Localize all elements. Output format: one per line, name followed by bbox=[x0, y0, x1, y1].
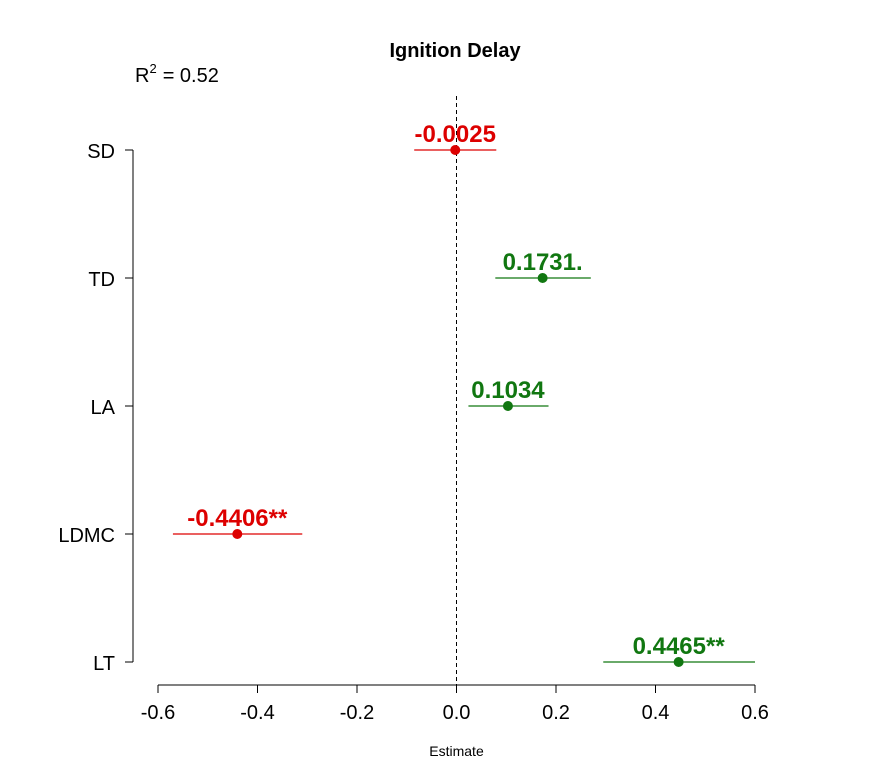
estimate-label: -0.0025 bbox=[415, 121, 496, 148]
estimate-label: 0.1731. bbox=[503, 249, 583, 276]
r-squared-symbol: R bbox=[135, 65, 149, 87]
estimate-label: 0.1034 bbox=[471, 377, 545, 404]
x-tick-label: -0.6 bbox=[141, 702, 175, 724]
estimate-point bbox=[450, 145, 461, 155]
x-tick-label: 0.2 bbox=[542, 702, 570, 724]
chart-title: Ignition Delay bbox=[389, 40, 521, 62]
y-tick-label: SD bbox=[87, 141, 115, 163]
y-tick-label: LT bbox=[93, 653, 115, 675]
r-squared-annotation: R2 = 0.52 bbox=[135, 61, 219, 87]
y-tick-label: LA bbox=[91, 397, 116, 419]
x-axis-label: Estimate bbox=[429, 743, 484, 759]
x-tick-label: 0.4 bbox=[642, 702, 670, 724]
r-squared-value: = 0.52 bbox=[163, 65, 219, 87]
estimate-point bbox=[537, 273, 548, 283]
estimate-point bbox=[673, 657, 684, 667]
estimate-point bbox=[232, 529, 243, 539]
y-tick-label: TD bbox=[88, 269, 115, 291]
x-tick-label: 0.6 bbox=[741, 702, 769, 724]
y-tick-label: LDMC bbox=[58, 525, 115, 547]
x-tick-label: -0.2 bbox=[340, 702, 374, 724]
estimate-label: -0.4406** bbox=[187, 505, 288, 532]
r-squared-exponent: 2 bbox=[149, 61, 156, 76]
estimate-marks: -0.0025 0.1731. 0.1034 -0.4406** 0.4465** bbox=[172, 121, 755, 667]
x-axis-ticks: -0.6 -0.4 -0.2 0.0 0.2 0.4 0.6 bbox=[141, 685, 769, 724]
x-tick-label: 0.0 bbox=[443, 702, 471, 724]
x-tick-label: -0.4 bbox=[240, 702, 274, 724]
estimate-point bbox=[502, 401, 513, 411]
y-axis-ticks: SD TD LA LDMC LT bbox=[58, 141, 133, 675]
estimate-label: 0.4465** bbox=[633, 633, 726, 660]
